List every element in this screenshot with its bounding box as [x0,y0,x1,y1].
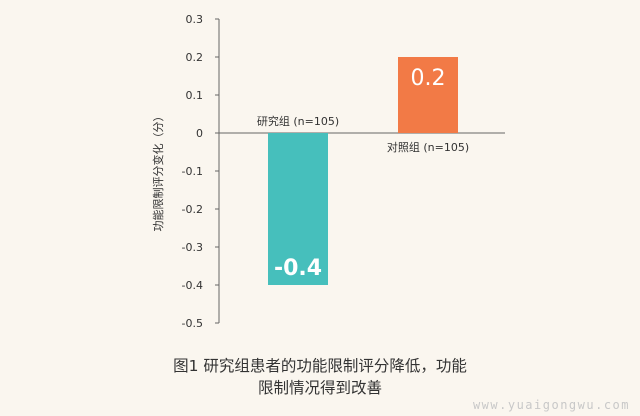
bar-value-label: -0.4 [274,256,322,281]
bar-value-label: 0.2 [411,66,446,91]
y-tick-label: -0.5 [182,317,203,330]
bar-study-group [268,133,328,285]
y-tick-label: 0.1 [186,89,204,102]
y-tick-label: -0.1 [182,165,203,178]
category-label: 研究组 (n=105) [257,114,339,128]
bar-control-group [398,57,458,133]
watermark: www.yuaigongwu.com [472,398,630,412]
y-tick-label: 0 [196,127,203,140]
category-label: 对照组 (n=105) [387,140,469,154]
chart-bars [268,57,458,285]
caption-line-2: 限制情况得到改善 [257,379,382,397]
caption-line-1: 图1 研究组患者的功能限制评分降低，功能 [173,357,467,375]
y-axis-label: 功能限制评分变化（分） [151,111,165,232]
y-tick-label: 0.3 [186,13,204,26]
y-tick-label: -0.3 [182,241,203,254]
y-tick-label: 0.2 [186,51,204,64]
y-tick-label: -0.2 [182,203,203,216]
figure-caption: 图1 研究组患者的功能限制评分降低，功能 限制情况得到改善 [0,355,640,399]
y-tick-label: -0.4 [182,279,203,292]
chart-labels: -0.4 研究组 (n=105) 0.2 对照组 (n=105) [257,66,469,281]
chart-axes: 0.3 0.2 0.1 0 -0.1 -0.2 -0.3 -0.4 -0.5 [182,13,505,330]
